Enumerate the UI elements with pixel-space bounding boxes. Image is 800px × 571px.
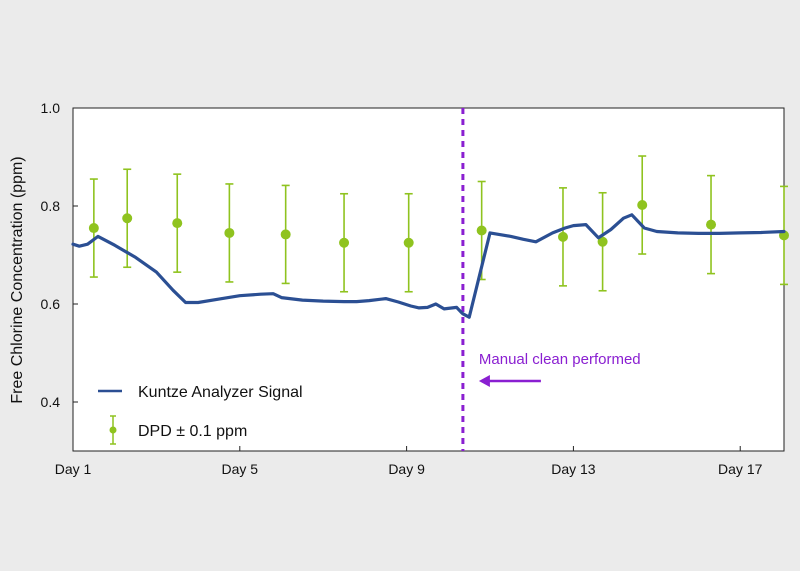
- dpd-point: [224, 227, 235, 238]
- legend-label-dpd: DPD ± 0.1 ppm: [138, 423, 247, 440]
- dpd-point: [637, 200, 648, 211]
- y-axis-title: Free Chlorine Concentration (ppm): [9, 156, 26, 403]
- x-tick-label: Day 9: [388, 461, 425, 477]
- dpd-point: [476, 225, 487, 236]
- y-tick-label: 0.8: [41, 198, 61, 214]
- legend-point-swatch: [109, 426, 117, 434]
- x-tick-label: Day 17: [718, 461, 763, 477]
- manual-clean-arrow-head: [478, 375, 490, 387]
- x-tick-label: Day 13: [551, 461, 596, 477]
- dpd-point: [557, 231, 568, 242]
- x-tick-label: Day 5: [222, 461, 259, 477]
- x-tick-label: Day 1: [55, 461, 92, 477]
- dpd-point: [706, 219, 717, 230]
- analyzer-series: [71, 213, 786, 319]
- y-axis-ticks: 0.4 0.6 0.8 1.0: [41, 100, 78, 410]
- manual-clean-label: Manual clean performed: [479, 351, 641, 368]
- manual-clean-annotation: Manual clean performed: [461, 108, 641, 451]
- dpd-point: [172, 218, 183, 229]
- legend-label-analyzer: Kuntze Analyzer Signal: [138, 384, 303, 401]
- y-tick-label: 0.4: [41, 394, 61, 410]
- legend: Kuntze Analyzer Signal DPD ± 0.1 ppm: [98, 384, 303, 445]
- x-axis-ticks: Day 1 Day 5 Day 9 Day 13 Day 17: [55, 446, 763, 477]
- dpd-point: [280, 229, 291, 240]
- dpd-point: [403, 237, 414, 248]
- y-tick-label: 0.6: [41, 296, 61, 312]
- dpd-point: [122, 213, 133, 224]
- dpd-point: [597, 236, 608, 247]
- analyzer-line: [71, 213, 786, 319]
- plot-area: [72, 107, 785, 452]
- y-tick-label: 1.0: [41, 100, 61, 116]
- dpd-point: [339, 237, 350, 248]
- dpd-point: [88, 223, 99, 234]
